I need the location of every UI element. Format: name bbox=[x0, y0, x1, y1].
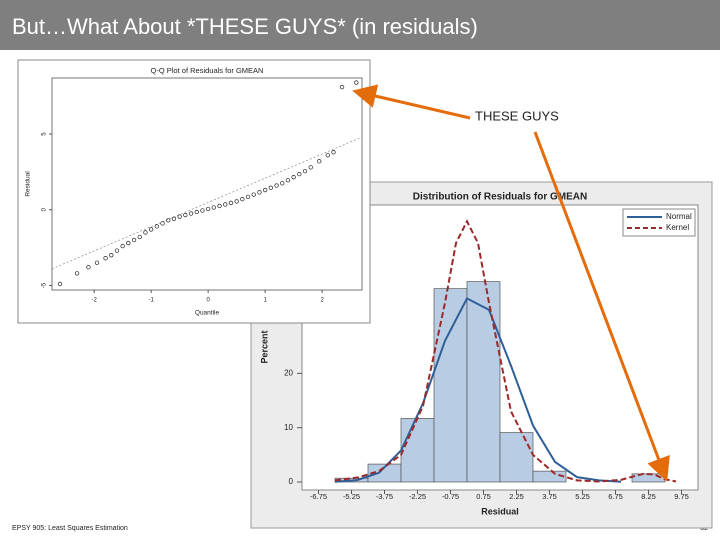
point bbox=[274, 183, 279, 188]
point bbox=[194, 209, 199, 215]
arrow bbox=[352, 84, 471, 120]
y-tick-label: 0 bbox=[289, 477, 294, 486]
x-tick-label: -2 bbox=[91, 298, 97, 304]
reference-line bbox=[51, 136, 363, 270]
slide-title: But…What About *THESE GUYS* (in residual… bbox=[12, 14, 478, 39]
point bbox=[137, 234, 142, 240]
x-tick-label: 3.75 bbox=[542, 492, 557, 501]
point bbox=[245, 194, 251, 200]
y-tick-label: 10 bbox=[284, 423, 293, 432]
point bbox=[131, 237, 137, 243]
point bbox=[251, 192, 256, 197]
point bbox=[354, 80, 359, 85]
point bbox=[103, 256, 108, 261]
point bbox=[339, 84, 345, 90]
point bbox=[160, 221, 165, 226]
point bbox=[291, 175, 296, 180]
x-tick-label: 2.25 bbox=[509, 492, 524, 501]
x-axis-label: Residual bbox=[481, 506, 519, 516]
point bbox=[149, 227, 154, 232]
point bbox=[325, 153, 330, 158]
footer: EPSY 905: Least Squares Estimation bbox=[12, 525, 128, 532]
point bbox=[171, 216, 177, 221]
histogram-panel: Distribution of Residuals for GMEAN Resid… bbox=[250, 181, 713, 529]
point bbox=[154, 224, 160, 229]
x-tick-label: -3.75 bbox=[376, 492, 393, 501]
point bbox=[74, 271, 80, 276]
bar bbox=[532, 470, 567, 483]
legend-label: Kernel bbox=[666, 223, 689, 232]
point bbox=[240, 196, 245, 202]
y-tick-label: 0 bbox=[42, 207, 48, 211]
x-tick-label: 9.75 bbox=[674, 492, 689, 501]
x-tick-label: -1 bbox=[148, 298, 154, 304]
plot-area bbox=[51, 77, 363, 291]
point bbox=[114, 248, 120, 253]
point bbox=[317, 159, 322, 164]
point bbox=[285, 178, 291, 183]
x-tick-label: 0 bbox=[206, 298, 210, 304]
x-tick-label: -5.25 bbox=[343, 492, 360, 501]
x-tick-label: -6.75 bbox=[310, 492, 327, 501]
point bbox=[262, 187, 268, 193]
bar bbox=[499, 432, 534, 483]
chart-title: Q-Q Plot of Residuals for GMEAN bbox=[151, 66, 264, 75]
y-tick-label: -5 bbox=[42, 282, 48, 288]
y-tick-label: 20 bbox=[284, 368, 293, 377]
x-axis-label: Quantile bbox=[195, 310, 220, 317]
y-axis-label: Residual bbox=[25, 171, 32, 197]
qq-panel: Q-Q Plot of Residuals for GMEAN Quantile R… bbox=[17, 59, 371, 324]
point bbox=[205, 206, 211, 212]
point bbox=[257, 190, 262, 195]
point bbox=[280, 181, 285, 186]
point bbox=[120, 243, 125, 249]
point bbox=[308, 165, 313, 170]
point bbox=[302, 168, 308, 174]
bar bbox=[433, 288, 468, 483]
arrow bbox=[533, 131, 670, 482]
x-tick-label: -0.75 bbox=[442, 492, 459, 501]
point bbox=[297, 172, 302, 177]
x-tick-label: 2 bbox=[320, 298, 324, 304]
header-bar bbox=[0, 0, 720, 50]
point bbox=[217, 203, 222, 209]
point bbox=[228, 200, 234, 206]
annotation-text: THESE GUYS bbox=[475, 108, 559, 123]
y-tick-label: 5 bbox=[42, 132, 48, 136]
point bbox=[166, 218, 171, 223]
point bbox=[188, 211, 194, 216]
point bbox=[143, 230, 148, 235]
point bbox=[109, 253, 114, 258]
x-tick-label: 1 bbox=[263, 298, 267, 304]
point bbox=[234, 199, 239, 204]
legend-box bbox=[622, 208, 696, 237]
point bbox=[200, 208, 205, 213]
bar bbox=[400, 418, 435, 483]
point bbox=[223, 202, 228, 207]
legend-label: Normal bbox=[666, 212, 692, 221]
point bbox=[94, 260, 100, 265]
point bbox=[126, 240, 131, 246]
chart-title: Distribution of Residuals for GMEAN bbox=[413, 192, 587, 203]
annotation: THESE GUYS bbox=[352, 84, 670, 482]
y-axis-label: Percent bbox=[259, 330, 269, 363]
x-tick-label: 6.75 bbox=[608, 492, 623, 501]
point bbox=[57, 281, 63, 287]
x-tick-label: 8.25 bbox=[641, 492, 656, 501]
point bbox=[183, 212, 188, 218]
point bbox=[331, 150, 336, 155]
bar bbox=[466, 281, 501, 483]
x-tick-label: -2.25 bbox=[409, 492, 426, 501]
x-tick-label: 0.75 bbox=[476, 492, 491, 501]
point bbox=[177, 214, 182, 219]
point bbox=[211, 205, 216, 210]
curve bbox=[334, 219, 677, 483]
point bbox=[268, 185, 273, 190]
x-tick-label: 5.25 bbox=[575, 492, 590, 501]
point bbox=[86, 265, 91, 270]
